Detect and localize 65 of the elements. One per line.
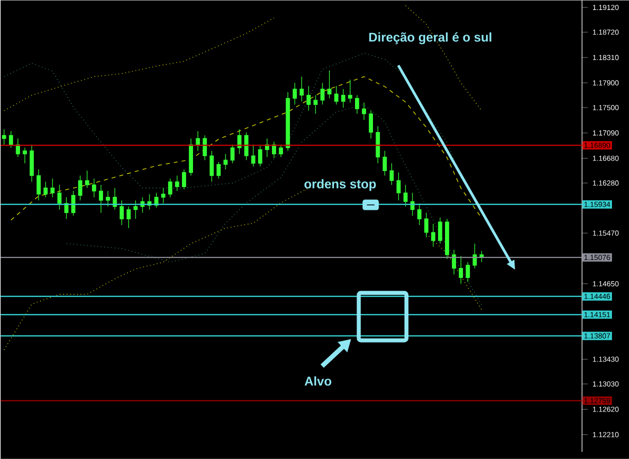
candlestick bbox=[313, 94, 318, 114]
candlestick bbox=[2, 128, 6, 146]
candlestick bbox=[286, 92, 290, 152]
candlestick bbox=[50, 178, 55, 198]
candlestick bbox=[320, 82, 325, 105]
candlestick bbox=[362, 102, 366, 120]
candlestick bbox=[216, 162, 221, 180]
candlestick bbox=[57, 184, 62, 210]
candlestick bbox=[92, 178, 96, 198]
candlestick bbox=[327, 70, 332, 99]
candlestick bbox=[8, 130, 14, 148]
candlestick bbox=[382, 150, 387, 176]
candlestick bbox=[202, 135, 207, 161]
line-series bbox=[4, 18, 274, 112]
candlestick bbox=[403, 184, 408, 207]
candlestick bbox=[44, 182, 48, 198]
candlestick bbox=[175, 175, 180, 192]
candlestick bbox=[292, 82, 297, 105]
annotation: Alvo bbox=[304, 376, 332, 386]
annotation: ordens stop bbox=[304, 179, 376, 191]
candlestick bbox=[466, 262, 470, 282]
candlestick bbox=[334, 86, 338, 105]
candlestick bbox=[230, 144, 235, 164]
candlestick bbox=[306, 86, 311, 112]
candlestick bbox=[431, 224, 436, 248]
candlestick bbox=[106, 190, 110, 207]
candlestick bbox=[161, 188, 166, 204]
candlestick bbox=[71, 190, 76, 216]
candlestick bbox=[396, 172, 401, 201]
candlestick bbox=[134, 200, 138, 220]
candlestick bbox=[120, 200, 124, 226]
candlestick bbox=[224, 154, 228, 170]
candlestick bbox=[417, 203, 422, 226]
candlestick bbox=[188, 138, 194, 176]
candlestick bbox=[424, 212, 428, 238]
candlestick bbox=[36, 169, 41, 201]
line-series bbox=[10, 76, 482, 221]
candlestick bbox=[85, 170, 90, 188]
candlestick bbox=[376, 126, 380, 164]
candlestick bbox=[444, 218, 450, 260]
candlestick bbox=[341, 88, 346, 108]
candlestick bbox=[78, 175, 82, 201]
line-series bbox=[4, 180, 344, 350]
candlestick bbox=[472, 243, 477, 269]
candlestick bbox=[390, 162, 394, 186]
candlestick bbox=[182, 169, 186, 190]
candlestick bbox=[22, 148, 27, 164]
candlestick bbox=[210, 150, 214, 182]
candlestick bbox=[251, 144, 256, 167]
candlestick bbox=[300, 76, 304, 102]
candlestick bbox=[278, 144, 284, 158]
annotation: Direção geral é o sul bbox=[369, 32, 492, 44]
candlestick bbox=[196, 130, 200, 152]
candlestick bbox=[168, 178, 172, 198]
candlestick bbox=[368, 110, 373, 139]
candlestick bbox=[244, 132, 248, 161]
candlestick bbox=[258, 146, 262, 167]
candlestick bbox=[458, 256, 463, 284]
candlestick bbox=[452, 250, 456, 275]
candlestick bbox=[355, 94, 360, 114]
candlestick bbox=[98, 184, 104, 214]
candlestick bbox=[438, 217, 442, 244]
candlestick bbox=[30, 144, 34, 182]
line-series bbox=[4, 52, 482, 209]
candlestick bbox=[126, 206, 131, 229]
